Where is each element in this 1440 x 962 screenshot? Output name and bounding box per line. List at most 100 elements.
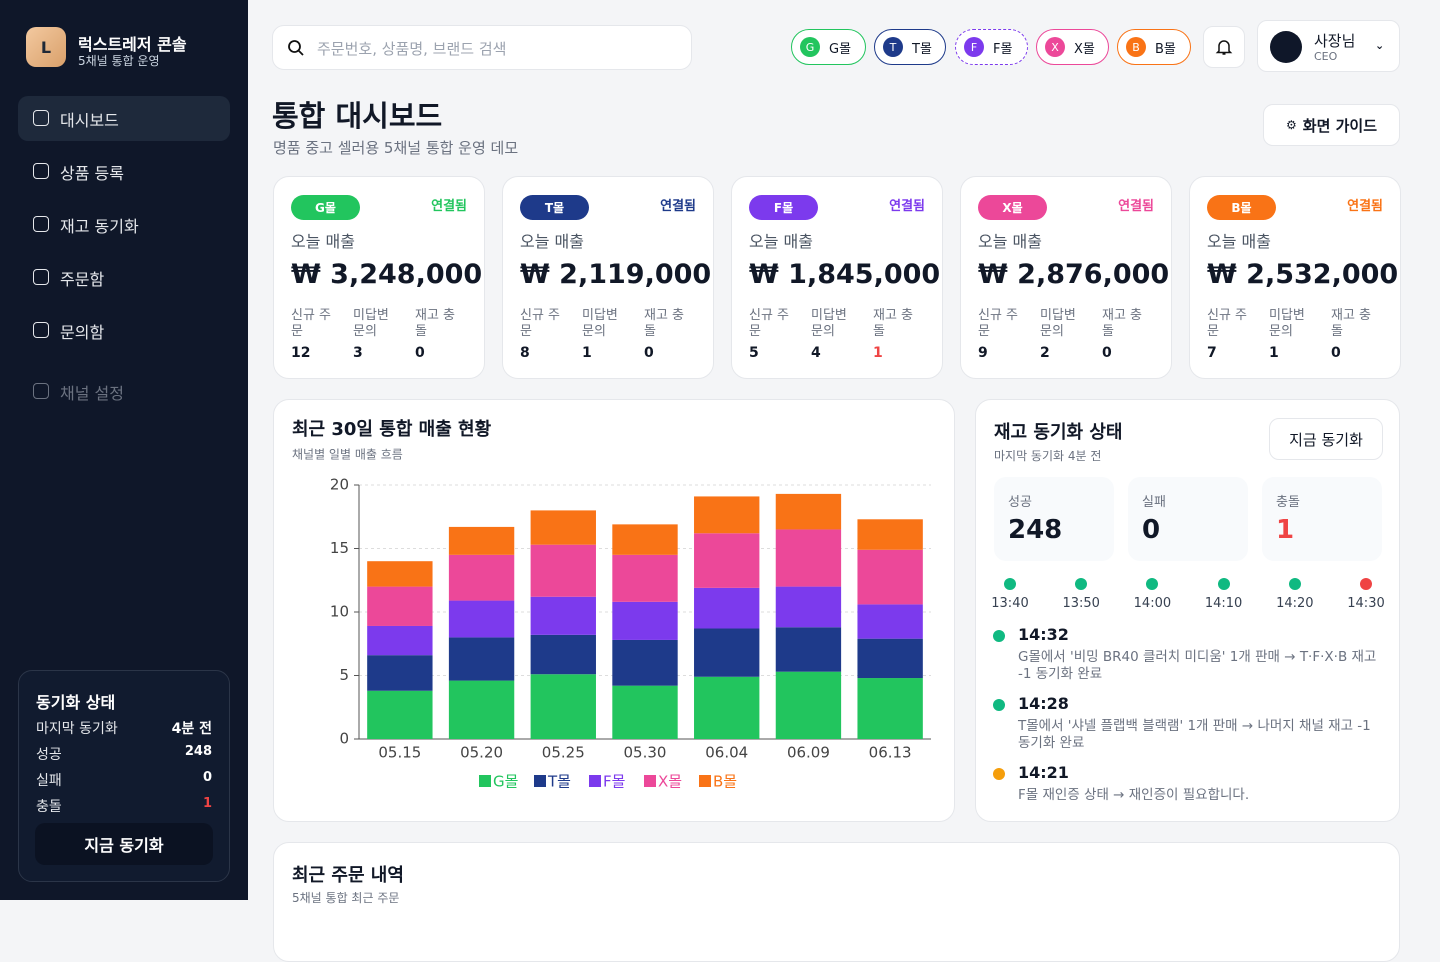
- metric-label: 재고 충돌: [1102, 308, 1143, 339]
- metric-value: 4: [811, 345, 821, 361]
- x-tick-label: 05.20: [460, 744, 503, 762]
- sync-row-label: 실패: [36, 773, 62, 789]
- legend-label: G몰: [493, 773, 518, 791]
- bar-segment: [857, 678, 923, 739]
- avatar: [1270, 31, 1302, 63]
- log-dot: [993, 768, 1005, 780]
- sales-label: 오늘 매출: [978, 232, 1042, 251]
- nav-label: 문의함: [60, 322, 105, 342]
- channel-status: 연결됨: [1347, 199, 1383, 214]
- guide-button[interactable]: ⚙ 화면 가이드: [1263, 104, 1400, 146]
- bar-segment: [612, 639, 678, 686]
- metric-value: 12: [291, 345, 311, 361]
- orders-title: 최근 주문 내역: [292, 865, 404, 886]
- timeline-dot: [1288, 578, 1301, 590]
- bar-segment: [857, 549, 923, 605]
- bell[interactable]: [1203, 26, 1245, 68]
- stat-box: 충돌 1: [1262, 477, 1382, 561]
- channel-tag: G몰: [291, 195, 360, 220]
- nav-item[interactable]: 상품 등록: [18, 149, 230, 194]
- sync-button[interactable]: 지금 동기화: [35, 823, 213, 865]
- bar-segment: [530, 596, 596, 635]
- channel-card: F몰 연결됨 오늘 매출 ₩ 1,845,000 신규 주문 5 미답변 문의 4 재고 충돌 1: [731, 176, 943, 379]
- channel-pill[interactable]: B B몰: [1117, 29, 1191, 65]
- nav-item[interactable]: 재고 동기화: [18, 202, 230, 247]
- nav-item[interactable]: 채널 설정: [18, 369, 230, 414]
- y-tick-label: 0: [339, 730, 349, 748]
- nav-item[interactable]: 대시보드: [18, 96, 230, 141]
- channel-badge: F: [964, 37, 984, 57]
- bar-segment: [530, 634, 596, 675]
- bar-segment: [694, 533, 760, 588]
- bar-segment: [367, 625, 433, 656]
- nav-icon: [33, 322, 49, 338]
- timeline-dot: [1360, 578, 1372, 590]
- channel-pill[interactable]: X X몰: [1036, 29, 1109, 65]
- timeline-dot: [1146, 578, 1159, 590]
- stat-label: 성공: [1008, 495, 1032, 510]
- stat-value: 0: [1142, 515, 1161, 545]
- bar-segment: [530, 510, 596, 545]
- x-tick-label: 06.04: [705, 744, 748, 762]
- bar-segment: [857, 604, 923, 639]
- channel-name: T몰: [912, 41, 932, 57]
- bar-segment: [775, 493, 842, 530]
- channel-name: B몰: [1155, 41, 1176, 57]
- legend-swatch: [589, 775, 601, 787]
- nav-icon: [33, 163, 49, 179]
- user-name: 사장님: [1314, 32, 1356, 50]
- nav-icon: [33, 383, 49, 399]
- nav-item[interactable]: 문의함: [18, 308, 230, 353]
- search-placeholder: 주문번호, 상품명, 브랜드 검색: [317, 40, 507, 58]
- nav-label: 채널 설정: [60, 383, 124, 403]
- bar-segment: [448, 680, 515, 739]
- bar-segment: [367, 690, 433, 739]
- sync-panel: 동기화 상태 마지막 동기화 4분 전 성공 248 실패 0 충돌 1 지금 동기화: [18, 670, 230, 882]
- metric-value: 1: [873, 345, 883, 361]
- channel-name: X몰: [1074, 41, 1095, 57]
- nav-item[interactable]: 주문함: [18, 255, 230, 300]
- legend-label: F몰: [603, 773, 625, 791]
- bar-segment: [367, 561, 433, 587]
- user-menu[interactable]: 사장님 CEO ⌄: [1257, 20, 1400, 72]
- logo: L: [26, 27, 66, 67]
- page: dashboard { "sidebar": {"logo": "L", "br…: [0, 0, 1401, 962]
- timeline-time: 14:30: [1347, 596, 1385, 611]
- x-tick-label: 06.09: [787, 744, 830, 762]
- log-time: 14:21: [1018, 763, 1069, 782]
- brand-sub: 5채널 통합 운영: [78, 54, 160, 68]
- timeline-time: 14:20: [1276, 596, 1314, 611]
- metric-label: 재고 충돌: [873, 308, 914, 339]
- nav-label: 재고 동기화: [60, 216, 139, 236]
- channel-tag: F몰: [749, 195, 818, 220]
- chart-card: 최근 30일 통합 매출 현황 채널별 일별 매출 흐름 0 5 10 15 20 05.15…: [273, 399, 955, 822]
- timeline-time: 14:00: [1133, 596, 1172, 611]
- bar-segment: [857, 638, 923, 679]
- sync-now[interactable]: 지금 동기화: [1269, 418, 1383, 460]
- bar-segment: [857, 519, 923, 550]
- stat-label: 실패: [1142, 495, 1166, 510]
- metric-label: 신규 주문: [520, 308, 561, 339]
- metric-label: 신규 주문: [1207, 308, 1248, 339]
- bar-segment: [775, 627, 842, 672]
- search-box[interactable]: 주문번호, 상품명, 브랜드 검색: [272, 25, 692, 70]
- metric-label: 재고 충돌: [415, 308, 456, 339]
- timeline-time: 13:40: [991, 596, 1029, 611]
- channel-card: T몰 연결됨 오늘 매출 ₩ 2,119,000 신규 주문 8 미답변 문의 1 재고 충돌 0: [502, 176, 714, 379]
- channel-card: G몰 연결됨 오늘 매출 ₩ 3,248,000 신규 주문 12 미답변 문의 3 재고 충돌…: [273, 176, 485, 379]
- metric-value: 0: [1102, 345, 1112, 361]
- nav-label: 대시보드: [60, 110, 119, 130]
- sales-value: ₩ 1,845,000: [749, 259, 941, 290]
- timeline-time: 14:10: [1204, 596, 1243, 611]
- channel-badge: G: [800, 37, 820, 57]
- stat-box: 성공 248: [994, 477, 1114, 561]
- bar-segment: [612, 554, 678, 602]
- legend-label: T몰: [547, 773, 571, 791]
- metric-value: 8: [520, 345, 530, 361]
- channel-pill[interactable]: G G몰: [791, 29, 866, 65]
- channel-badge: T: [883, 37, 903, 57]
- channel-pill[interactable]: F F몰: [955, 29, 1028, 65]
- channel-pill[interactable]: T T몰: [874, 29, 946, 65]
- sidebar: L 럭스트레저 콘솔 5채널 통합 운영 대시보드 상품 등록 재고 동기화 주문함 문…: [0, 0, 248, 900]
